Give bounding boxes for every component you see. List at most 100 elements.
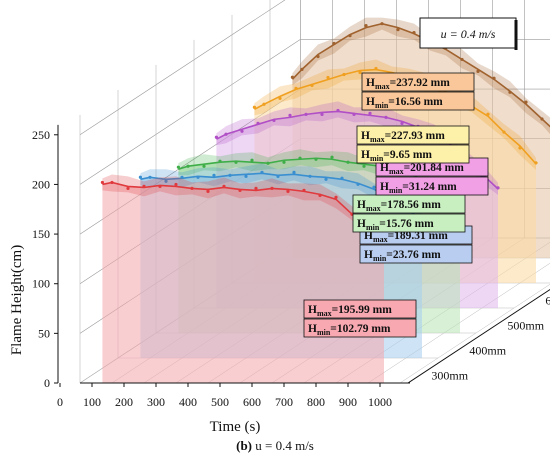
data-point [396,28,400,32]
hmin-text: Hmin=9.65 mm [361,149,432,163]
hmax-box [361,72,475,92]
data-point [212,173,216,177]
data-point [358,70,362,75]
y-axis-title: Flame Height(cm) [9,245,25,355]
x-tick-label: 500 [211,395,229,409]
data-point [334,195,338,199]
data-point [412,31,416,35]
data-point [196,175,200,179]
hmax-box [303,299,417,319]
x-tick-label: 800 [307,395,325,409]
grid-line [399,284,550,384]
x-tick-label: 0 [57,395,63,409]
x-tick-label: 1000 [368,395,392,409]
data-point [518,146,522,150]
hmax-text: Hmax=201.84 mm [380,162,464,176]
data-point [316,54,320,59]
data-point [540,117,544,121]
data-point [380,22,384,26]
hmax-hmin-label-500mm: Hmax=178.56 mm Hmin=15.76 mm [352,194,466,233]
data-point [318,193,322,197]
y-tick-label: 250 [32,128,50,142]
data-point [384,115,388,119]
data-point [180,175,184,179]
hmax-text: Hmax=195.99 mm [308,304,392,318]
data-point [372,185,376,189]
data-point [320,112,324,117]
data-point [460,57,464,62]
hmax-hmin-label-300mm: Hmax=195.99 mm Hmin=102.79 mm [303,299,417,338]
z-tick-label: 400mm [469,344,506,358]
hmin-box [361,91,475,111]
data-point [254,186,258,190]
y-tick-label: 0 [44,376,50,390]
hmin-box [352,213,466,233]
data-point [368,111,372,115]
y-tick-label: 150 [32,227,50,241]
data-point [176,165,180,169]
data-point [270,186,274,190]
hmax-text: Hmax=237.92 mm [366,77,450,91]
data-point [492,76,496,80]
z-axis [407,288,550,384]
chart-axes: 0 100 200 300 400 500 600 700 800 900 1000 0 50 100 15… [9,124,550,435]
hmin-text: Hmin=102.79 mm [308,323,391,337]
x-axis-title: Time (s) [210,419,261,435]
data-point [308,174,312,178]
hmax-text: Hmax=189.31 mm [364,230,448,244]
data-point [302,188,306,192]
data-point [276,174,280,178]
data-point [266,161,270,165]
data-point [332,41,336,46]
grid-line [79,0,286,136]
data-point [342,72,346,77]
grid-line [79,39,301,185]
hmin-text: Hmin=16.56 mm [366,96,443,110]
figure-caption: (b) u = 0.4 m/s [0,438,550,454]
data-point [218,159,222,163]
data-point [352,112,356,116]
data-point [148,175,152,179]
data-point [534,161,538,165]
hmin-text: Hmin=15.76 mm [357,218,434,232]
hmin-text: Hmin=31.24 mm [380,181,457,195]
series-300mm [100,174,386,383]
data-point [174,182,178,187]
data-point [252,105,256,109]
data-point [346,160,350,164]
data-point [158,184,162,189]
data-point [324,177,328,181]
series-band [216,101,498,195]
data-point [206,189,210,193]
caption-label: (b) [236,438,252,453]
hmax-hmin-label-800mm: Hmax=237.92 mm Hmin=16.56 mm [361,72,475,111]
data-point [340,176,344,180]
data-point [224,132,228,136]
data-point [508,90,512,94]
hmax-hmin-label-400mm: Hmax=189.31 mm Hmin=23.76 mm [359,225,473,264]
y-tick-label: 100 [32,277,50,291]
data-point [348,34,352,38]
data-point [304,112,308,116]
z-tick-label: 600mm [545,294,550,308]
hmax-text: Hmax=178.56 mm [357,199,441,213]
data-point [326,75,330,80]
data-point [222,184,226,189]
data-point [288,113,292,117]
data-point [486,112,490,116]
data-point [282,160,286,164]
data-point [262,102,266,106]
legend-box [419,17,517,49]
data-point [142,184,146,189]
hmax-hmin-label-700mm: Hmax=227.93 mm Hmin=9.65 mm [356,125,470,164]
data-point [278,96,282,100]
data-point [374,66,378,71]
hmin-box [359,244,473,264]
data-point [502,130,506,134]
hmax-text: Hmax=227.93 mm [361,130,445,144]
series-band [140,163,422,225]
data-point [286,189,290,193]
data-point [524,100,528,104]
